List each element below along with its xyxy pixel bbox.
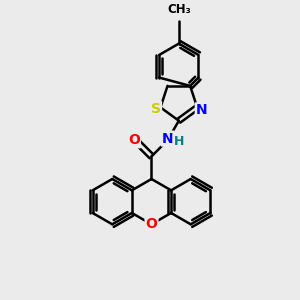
Text: N: N [196, 103, 207, 117]
Text: H: H [174, 135, 184, 148]
Text: CH₃: CH₃ [167, 3, 191, 16]
Text: N: N [162, 132, 173, 145]
Text: S: S [151, 102, 161, 116]
Text: O: O [146, 217, 158, 231]
Text: O: O [128, 133, 140, 147]
